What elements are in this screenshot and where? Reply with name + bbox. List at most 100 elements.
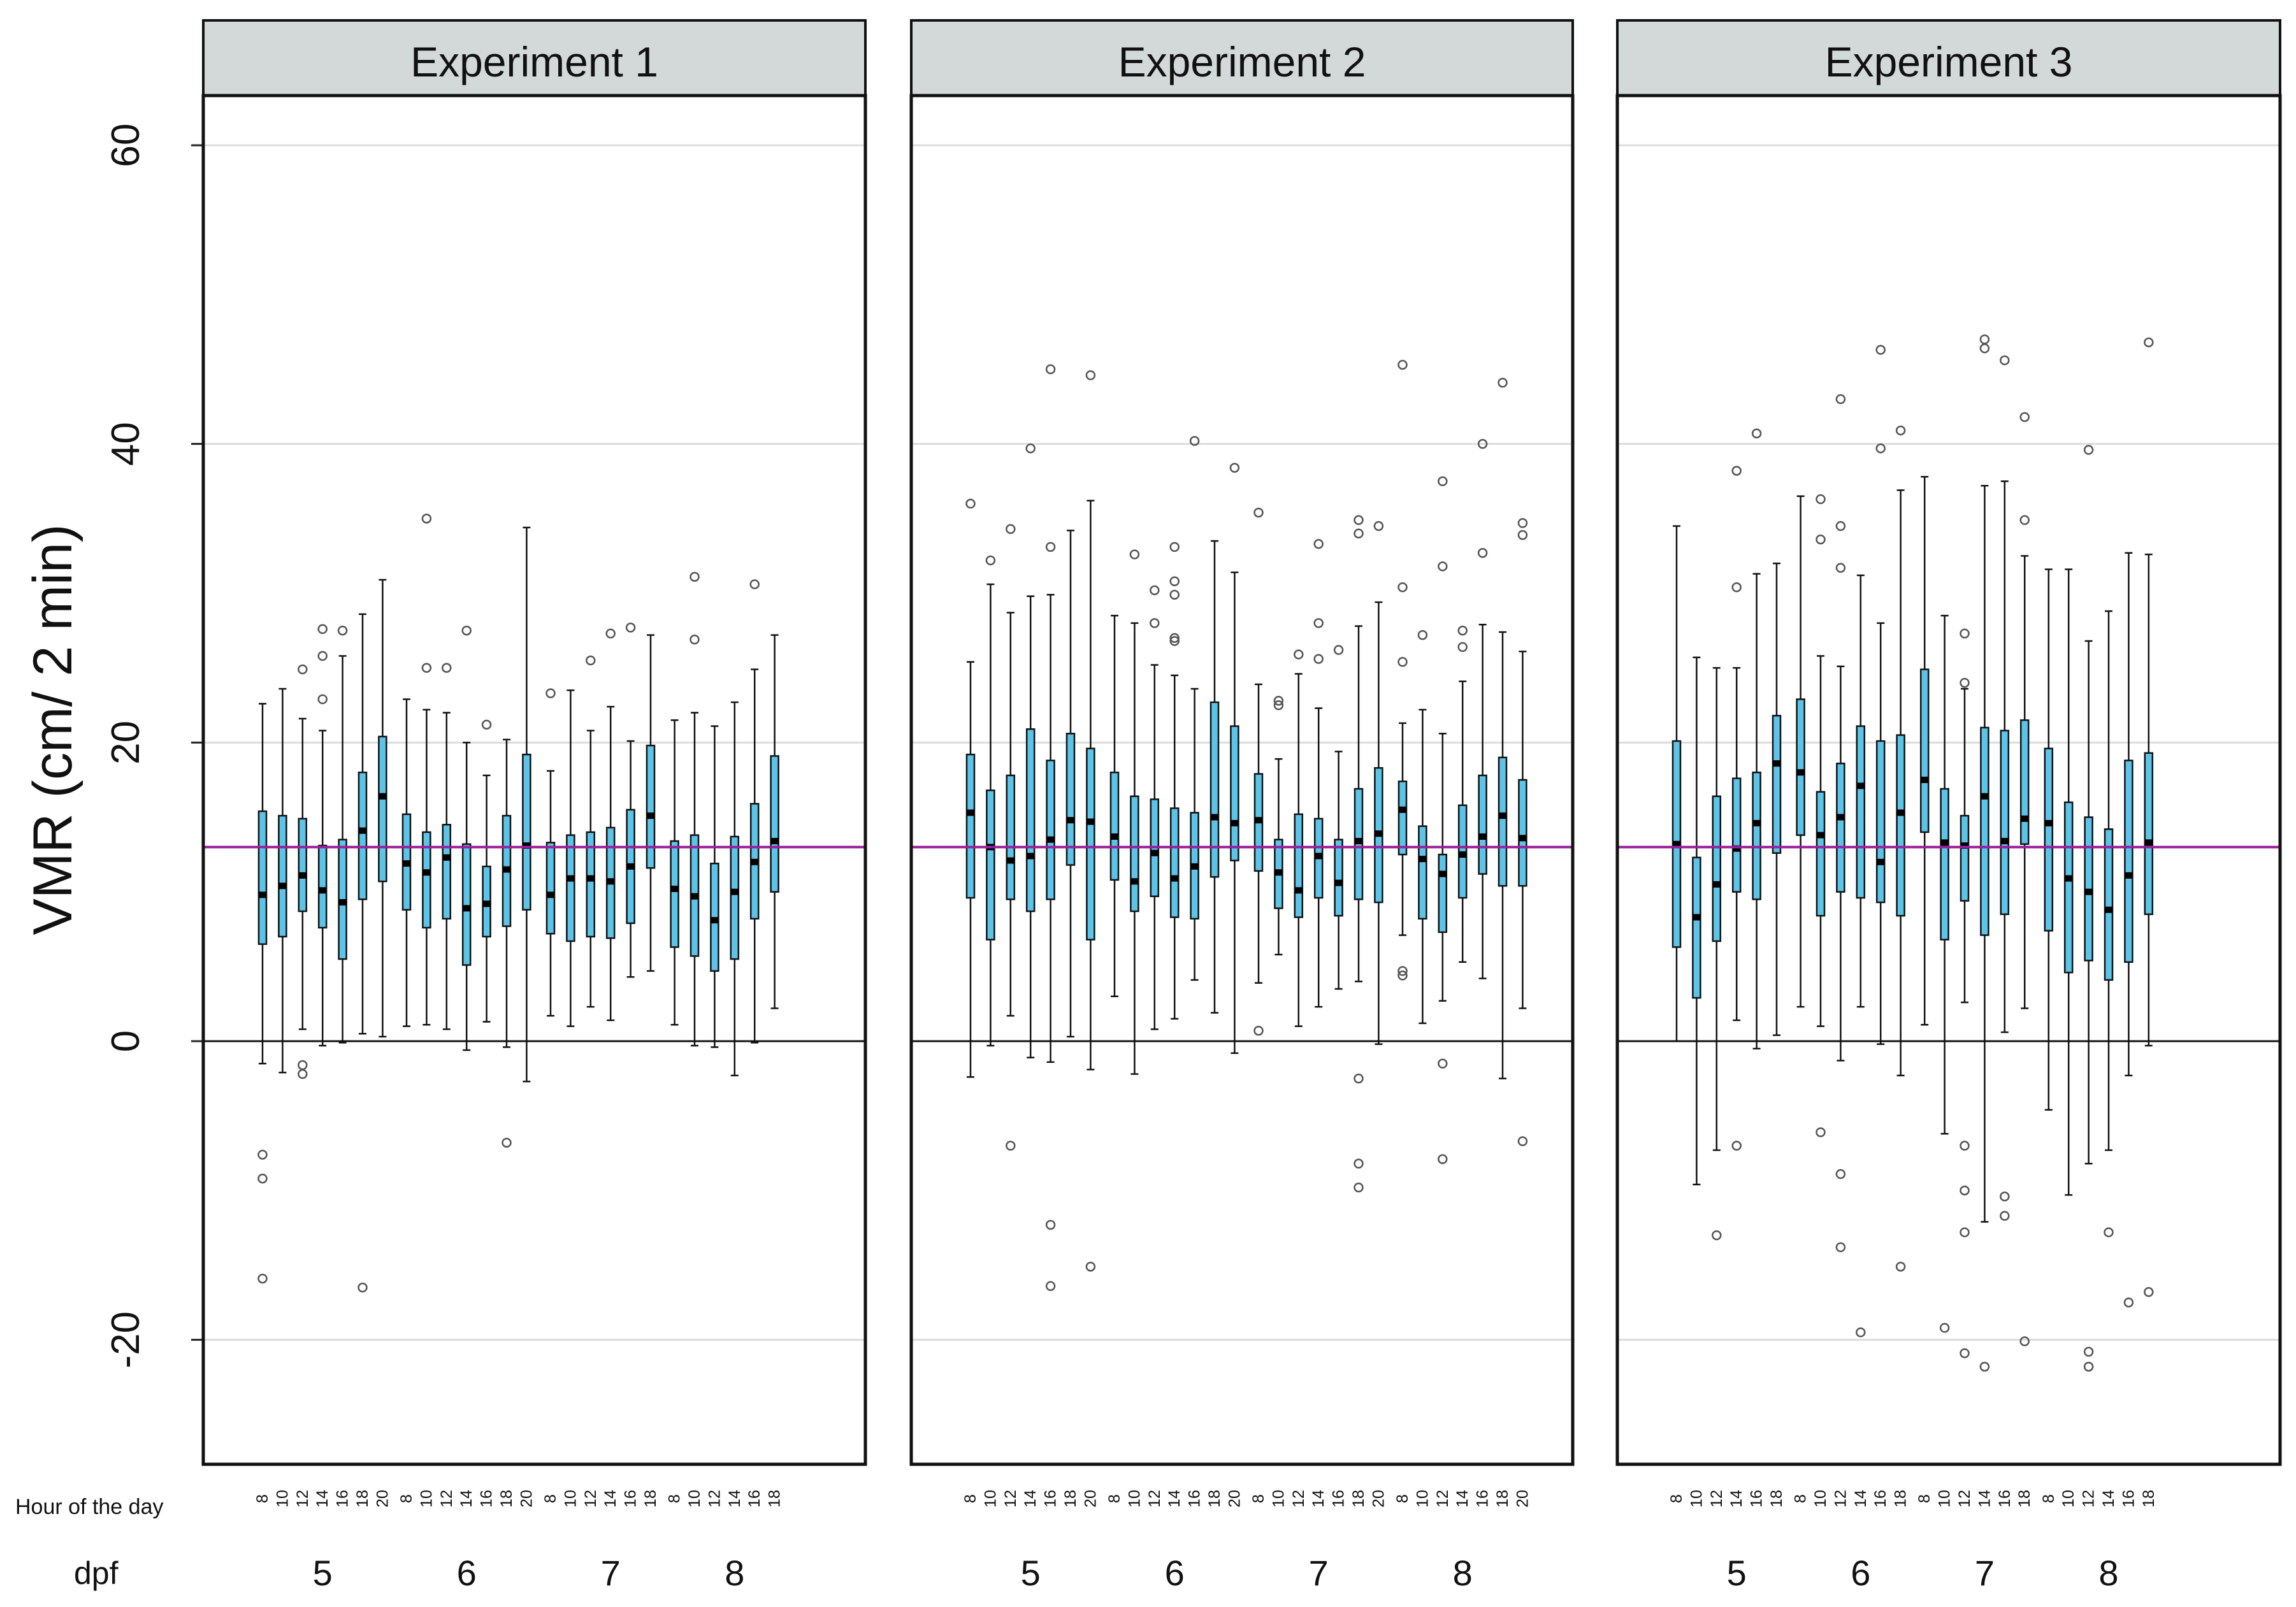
outlier-point <box>317 624 328 634</box>
hour-tick-label: 10 <box>1936 1490 1954 1508</box>
outlier-point <box>2000 1211 2010 1221</box>
outlier-point <box>1960 1348 1970 1358</box>
outlier-point <box>1457 642 1468 652</box>
hour-tick-label: 14 <box>602 1490 619 1508</box>
outlier-point <box>1397 970 1408 981</box>
hour-tick-label: 8 <box>1250 1494 1267 1503</box>
hour-tick-label: 18 <box>1206 1490 1224 1508</box>
outlier-point <box>545 688 556 698</box>
outlier-point <box>690 572 700 582</box>
hour-tick-label: 20 <box>1225 1490 1243 1508</box>
median-marker <box>1399 806 1406 813</box>
box <box>1294 813 1304 918</box>
median-marker <box>967 809 974 816</box>
median-marker <box>403 860 410 867</box>
box <box>257 810 268 945</box>
box <box>1856 725 1866 899</box>
outlier-point <box>1731 582 1742 593</box>
box <box>1980 726 1989 936</box>
median-marker <box>1171 875 1179 882</box>
median-marker <box>1190 863 1199 870</box>
outlier-point <box>2000 355 2010 366</box>
box <box>357 771 368 900</box>
hour-tick-label: 8 <box>1668 1494 1686 1503</box>
box <box>2044 747 2054 932</box>
hour-tick-label: 12 <box>1956 1490 1974 1508</box>
median-marker <box>1693 914 1701 921</box>
median-marker <box>379 793 387 800</box>
outlier-point <box>502 1137 512 1148</box>
hour-tick-label: 18 <box>2016 1490 2033 1508</box>
box <box>1896 734 1905 917</box>
dpf-tick-label: 5 <box>1021 1553 1041 1593</box>
hour-tick-label: 16 <box>2119 1490 2137 1508</box>
box <box>1875 740 1886 904</box>
box <box>1334 839 1343 917</box>
outlier-point <box>1960 1185 1970 1196</box>
outlier-point <box>1006 524 1016 534</box>
box <box>522 753 531 911</box>
outlier-point <box>1875 443 1886 454</box>
outlier-point <box>1150 585 1160 596</box>
hour-tick-label: 16 <box>1872 1490 1889 1508</box>
outlier-point <box>1960 628 1970 639</box>
median-marker <box>2065 875 2073 882</box>
median-marker <box>1087 818 1095 825</box>
median-marker <box>1817 832 1824 839</box>
outlier-point <box>1313 618 1324 628</box>
median-marker <box>1673 840 1680 847</box>
y-axis: -20 0 20 40 60 <box>104 124 203 1368</box>
median-marker <box>482 900 491 907</box>
box <box>1086 747 1095 940</box>
outlier-point <box>1960 1141 1970 1151</box>
outlier-point <box>2144 1286 2154 1297</box>
hour-tick-label: 10 <box>686 1490 704 1508</box>
box <box>1816 791 1826 917</box>
outlier-point <box>690 634 700 645</box>
outlier-point <box>2144 337 2154 348</box>
hour-tick-label: 8 <box>1106 1494 1123 1503</box>
median-marker <box>523 842 531 849</box>
median-marker <box>338 899 347 906</box>
outlier-point <box>1354 1073 1364 1084</box>
median-marker <box>1921 776 1929 783</box>
median-marker <box>626 863 635 870</box>
outlier-point <box>357 1282 368 1293</box>
outlier-point <box>1731 1141 1742 1151</box>
median-marker <box>1796 769 1805 776</box>
hour-tick-label: 20 <box>1369 1490 1387 1508</box>
hour-tick-label: 14 <box>1166 1490 1183 1508</box>
outlier-point <box>1856 1327 1866 1337</box>
median-marker <box>1294 887 1303 894</box>
dpf-tick-label: 6 <box>457 1553 477 1593</box>
outlier-point <box>1150 618 1160 628</box>
box <box>1772 714 1782 854</box>
outlier-point <box>1025 443 1036 454</box>
outlier-point <box>1045 542 1056 552</box>
median-marker <box>2044 819 2053 826</box>
median-marker <box>751 858 759 865</box>
median-marker <box>647 812 654 819</box>
median-marker <box>586 875 595 882</box>
outlier-point <box>1438 561 1448 572</box>
outlier-point <box>442 663 452 673</box>
box <box>461 843 472 966</box>
outlier-point <box>1273 700 1284 710</box>
outlier-point <box>2019 412 2030 422</box>
box <box>646 744 656 869</box>
outlier-point <box>1979 334 1990 345</box>
median-marker <box>1334 879 1343 886</box>
outlier-point <box>1169 636 1180 646</box>
hour-tick-label: 8 <box>542 1494 560 1503</box>
median-marker <box>319 887 327 894</box>
hour-tick-label: 14 <box>1975 1490 1993 1508</box>
median-marker <box>359 827 366 834</box>
hour-tick-label: 16 <box>746 1490 763 1508</box>
median-marker <box>503 866 510 873</box>
box <box>1498 756 1508 887</box>
median-marker <box>567 875 575 882</box>
panel-title: Experiment 3 <box>1825 38 2073 85</box>
dpf-tick-label: 6 <box>1165 1553 1185 1593</box>
